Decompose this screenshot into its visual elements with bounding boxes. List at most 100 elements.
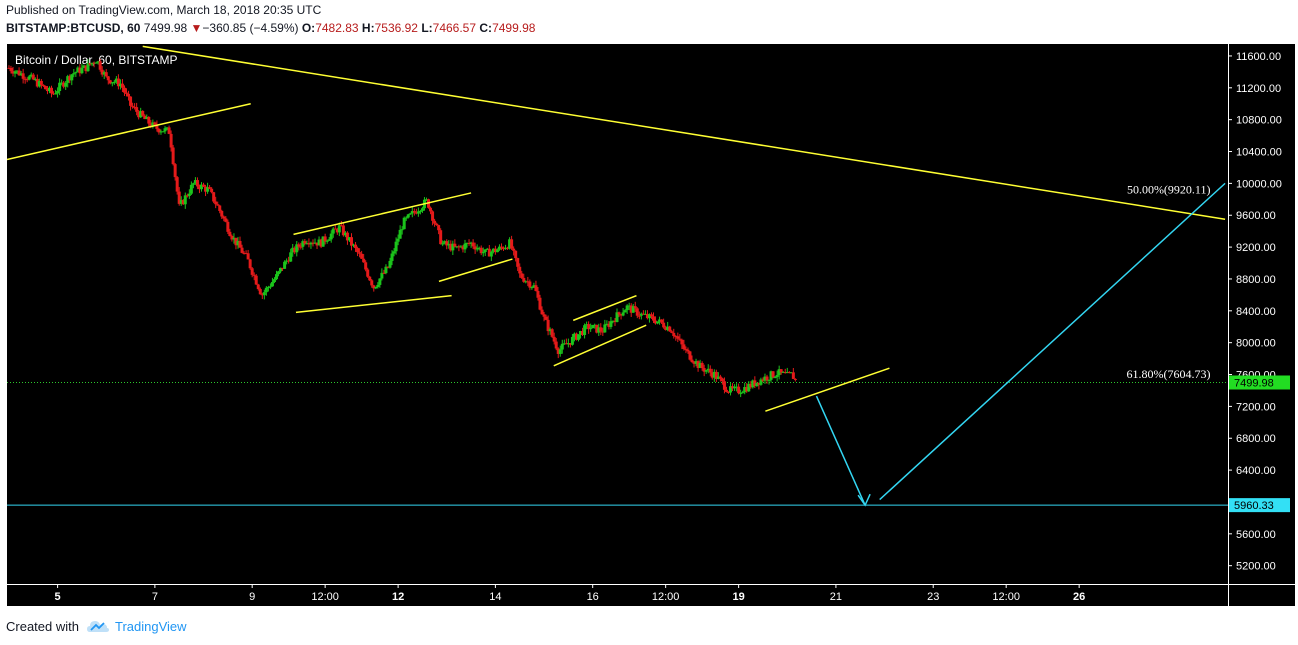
candle-down <box>169 133 173 148</box>
candle-down <box>502 247 506 250</box>
candle-up <box>390 253 394 261</box>
candle-up <box>625 305 629 311</box>
candle-up <box>485 248 489 250</box>
candle-up <box>410 211 414 214</box>
candle-up <box>504 247 508 250</box>
candle-up <box>611 320 615 322</box>
candle-up <box>15 70 19 72</box>
target-price-badge <box>1229 498 1290 513</box>
candle-up <box>447 243 451 246</box>
candle-down <box>100 69 104 75</box>
candle-down <box>550 329 554 337</box>
trendline[interactable] <box>765 367 890 412</box>
candle-up <box>305 243 309 245</box>
candle-down <box>526 281 530 283</box>
candle-down <box>345 232 349 241</box>
candle-up <box>658 319 662 322</box>
trendline[interactable] <box>438 258 513 283</box>
candle-up <box>706 368 710 371</box>
candle-up <box>477 247 481 249</box>
candle-up <box>615 312 619 323</box>
projection-arrowhead <box>857 493 871 507</box>
y-tick-label: 5200.00 <box>1236 561 1276 573</box>
candle-down <box>783 372 787 374</box>
candle-down <box>522 277 526 282</box>
price-chart[interactable]: 11600.00 11200.00 10800.00 10400.00 10000.00… <box>7 44 1295 606</box>
candle-down <box>546 319 550 332</box>
candle-down <box>700 363 704 369</box>
candle-up <box>291 247 295 253</box>
candle-down <box>757 382 761 385</box>
candle-up <box>694 361 698 364</box>
candle-down <box>574 333 578 340</box>
candle-up <box>524 281 528 283</box>
price-badge-label: 7499.98 <box>1234 377 1274 389</box>
candle-down <box>664 327 668 330</box>
candle-up <box>110 82 114 84</box>
candle-down <box>512 248 516 251</box>
candle-down <box>11 71 15 74</box>
candle-down <box>414 212 418 214</box>
footer: Created with TradingView <box>6 619 187 634</box>
candle-down <box>171 147 175 165</box>
candle-up <box>96 61 100 63</box>
candle-down <box>108 80 112 84</box>
candle-up <box>329 233 333 240</box>
candle-down <box>177 191 181 204</box>
candle-down <box>240 247 244 253</box>
candle-down <box>254 275 258 285</box>
candle-down <box>173 164 177 178</box>
y-tick-label: 9200.00 <box>1236 242 1276 254</box>
candle-down <box>487 248 491 257</box>
candle-up <box>583 325 587 336</box>
candle-up <box>347 237 351 241</box>
candle-up <box>102 72 106 75</box>
candle-up <box>589 328 593 330</box>
candle-down <box>708 368 712 373</box>
candle-up <box>232 237 236 240</box>
candle-down <box>564 343 568 345</box>
tradingview-link[interactable]: TradingView <box>86 619 187 634</box>
x-tick-label: 9 <box>249 591 255 603</box>
candle-up <box>112 81 116 83</box>
candle-down <box>722 381 726 390</box>
candle-down <box>214 201 218 205</box>
trendline[interactable] <box>293 192 472 236</box>
x-tick-label: 12:00 <box>311 591 339 603</box>
candle-up <box>704 370 708 372</box>
price-change: −360.85 (−4.59%) <box>202 21 299 35</box>
candle-down <box>349 237 353 246</box>
candle-up <box>418 210 422 212</box>
candle-up <box>264 287 268 293</box>
projection-line[interactable] <box>879 182 1226 501</box>
candle-down <box>520 273 524 278</box>
candle-down <box>287 260 291 262</box>
candle-up <box>398 229 402 239</box>
candle-down <box>429 207 433 212</box>
candle-up <box>187 193 191 196</box>
candle-up <box>591 325 595 329</box>
candle-down <box>702 368 706 372</box>
high-value: 7536.92 <box>374 21 418 35</box>
candle-down <box>637 315 641 317</box>
candle-up <box>337 225 341 233</box>
trendline[interactable] <box>7 103 251 161</box>
trendline[interactable] <box>142 45 1226 220</box>
candle-down <box>435 223 439 226</box>
candle-up <box>443 241 447 244</box>
trendline[interactable] <box>295 294 452 314</box>
candle-down <box>175 177 179 192</box>
trendline[interactable] <box>572 294 637 322</box>
candle-down <box>724 389 728 392</box>
candle-down <box>68 76 72 81</box>
projection-line[interactable] <box>815 395 866 506</box>
trendline[interactable] <box>553 324 647 367</box>
candle-down <box>554 341 558 349</box>
candle-down <box>62 82 66 87</box>
candle-down <box>439 230 443 245</box>
candle-down <box>651 316 655 321</box>
candle-up <box>183 195 187 205</box>
candle-up <box>585 324 589 326</box>
candle-down <box>202 184 206 187</box>
candle-down <box>137 111 141 118</box>
